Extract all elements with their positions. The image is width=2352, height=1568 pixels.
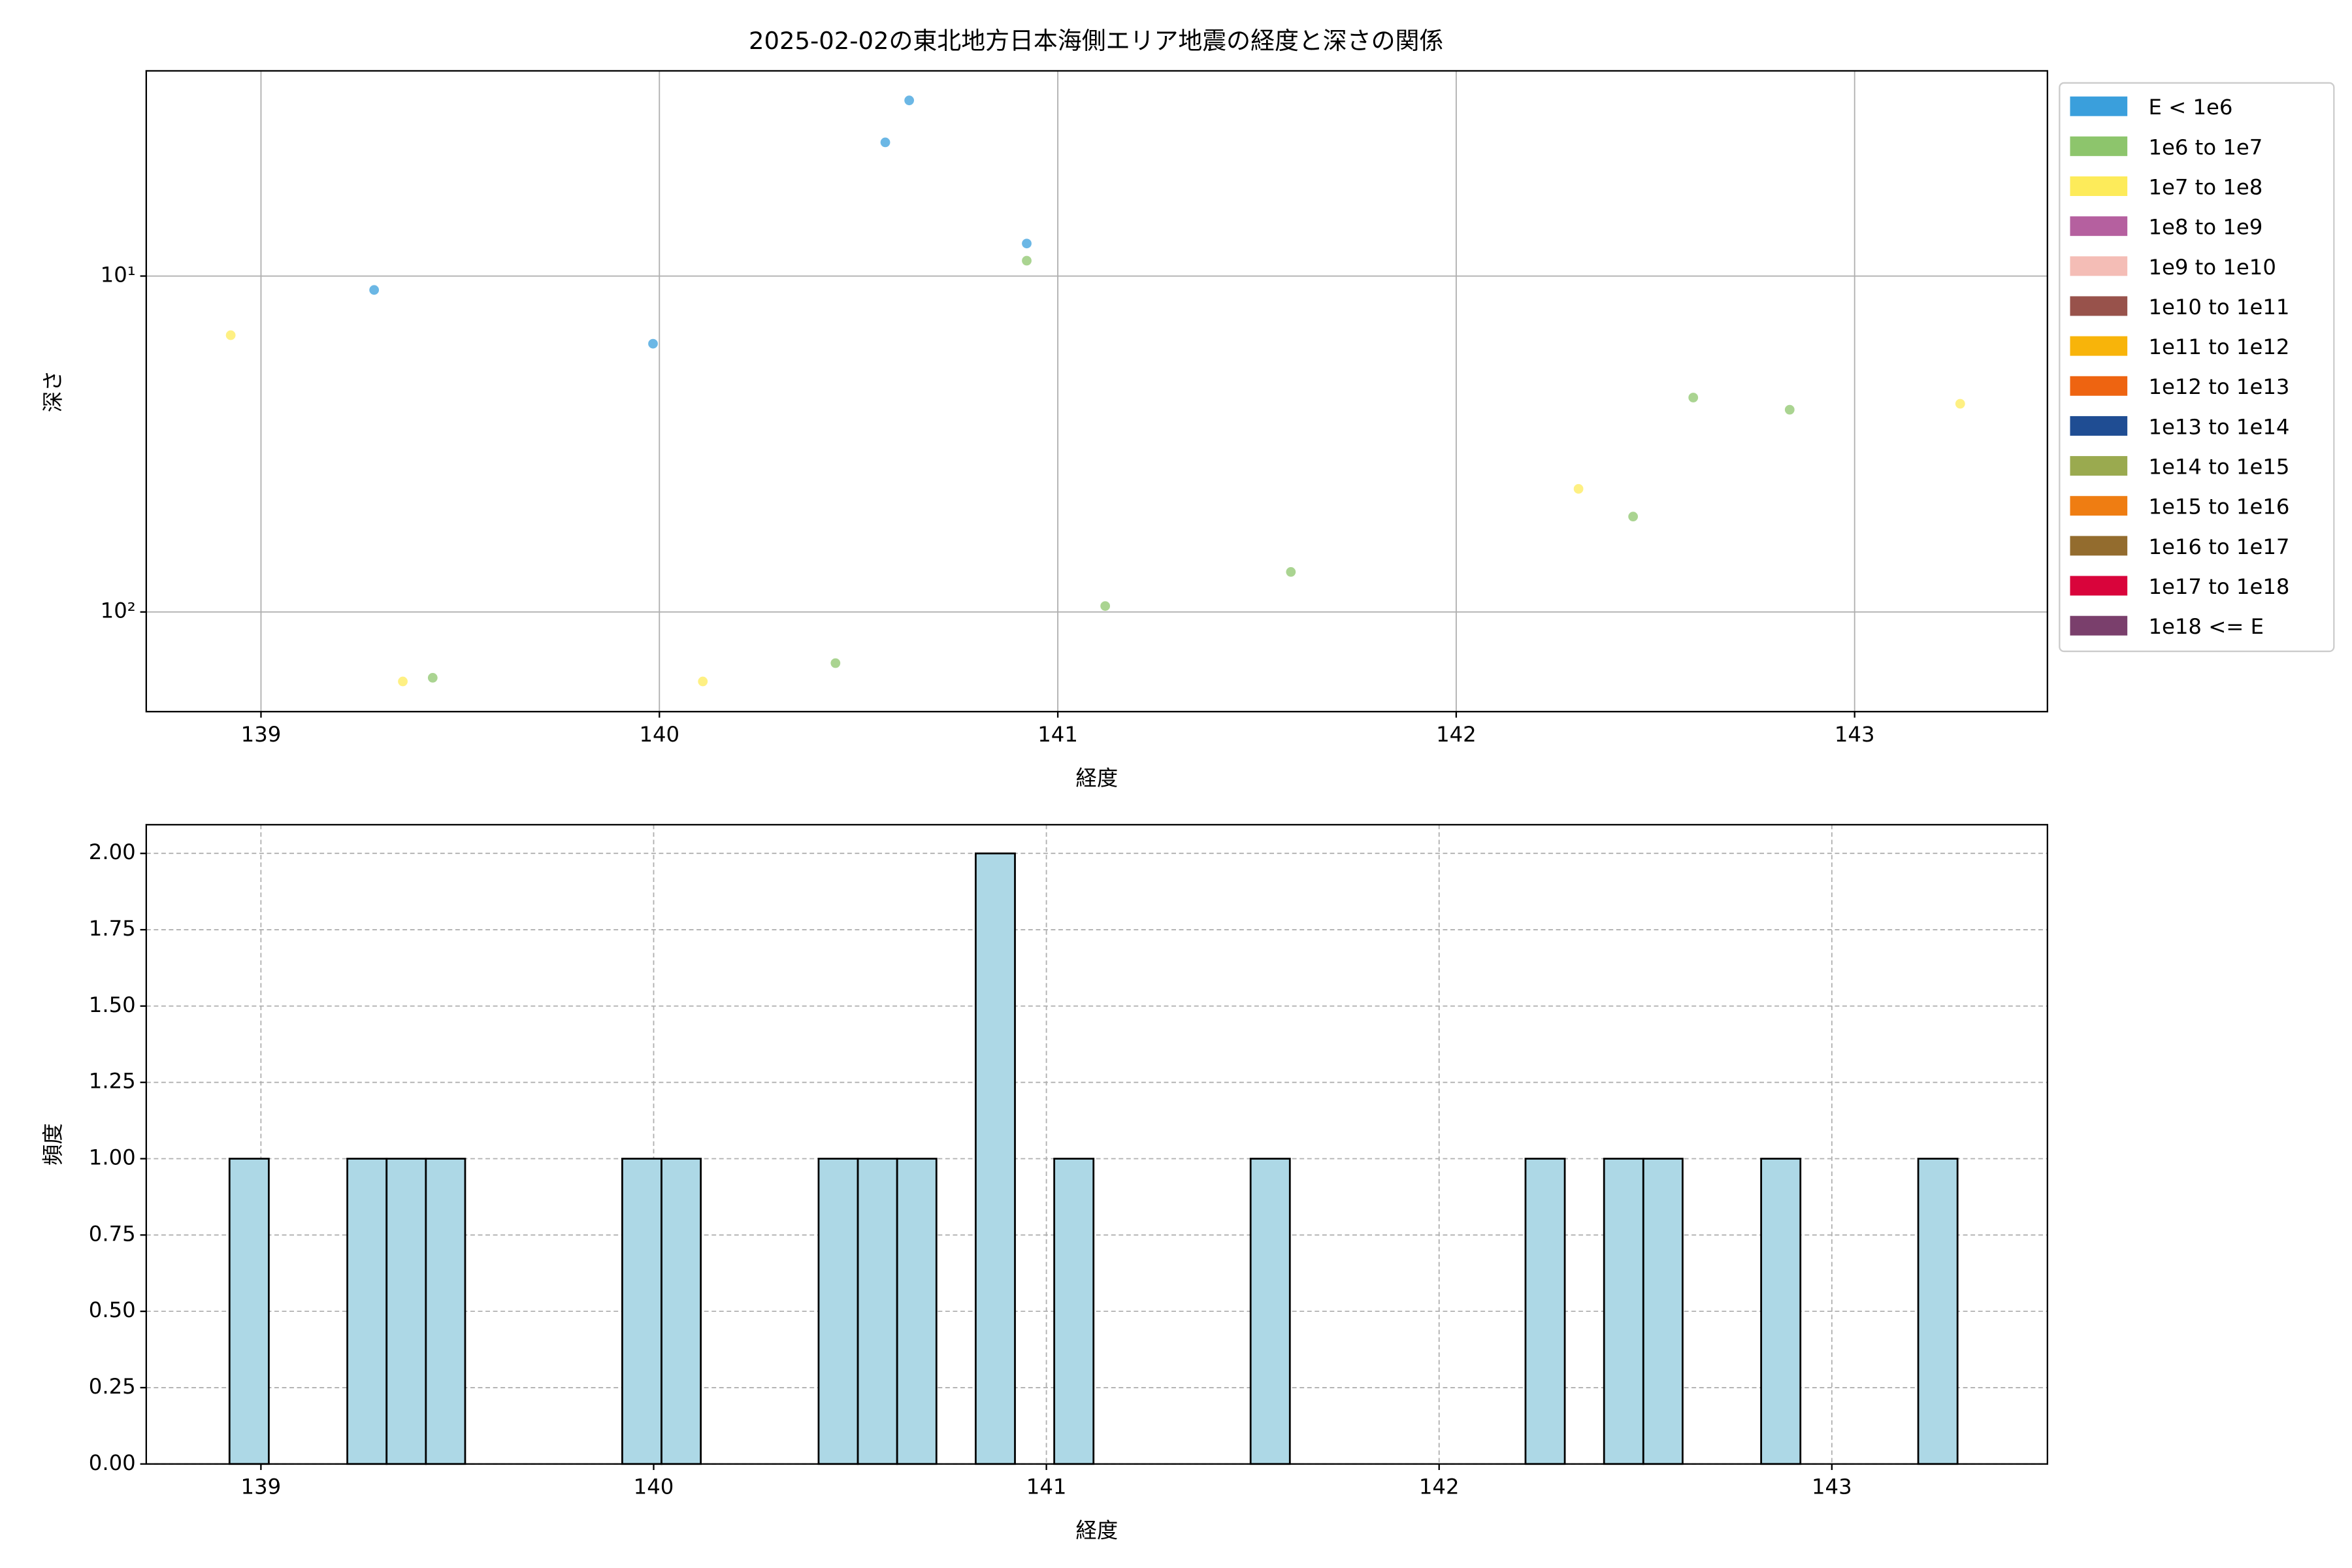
histogram-bar [1642, 1158, 1684, 1465]
scatter-point [648, 338, 658, 349]
legend-swatch [2070, 96, 2128, 116]
histogram-bar [896, 1158, 938, 1465]
histogram-bar [817, 1158, 859, 1465]
scatter-point [1628, 512, 1639, 522]
legend-label: 1e18 <= E [2148, 614, 2264, 639]
x-axis-label: 経度 [1076, 766, 1119, 791]
legend-swatch [2070, 416, 2128, 436]
legend-swatch [2070, 456, 2128, 476]
legend-label: 1e13 to 1e14 [2148, 414, 2289, 439]
y-tick-label: 10¹ [101, 263, 136, 287]
scatter-point [1784, 404, 1795, 415]
legend-box [2059, 82, 2335, 653]
legend-label: 1e11 to 1e12 [2148, 335, 2289, 359]
histogram-bar [1249, 1158, 1291, 1465]
histogram-bar [228, 1158, 270, 1465]
x-tick-label: 142 [1436, 722, 1477, 747]
y-axis-label: 深さ [41, 370, 65, 413]
x-tick-label: 139 [241, 1475, 282, 1499]
scatter-point [398, 676, 408, 687]
scatter-point [1022, 255, 1032, 266]
legend-label: 1e8 to 1e9 [2148, 215, 2262, 240]
legend-label: 1e15 to 1e16 [2148, 495, 2289, 519]
scatter-point [1286, 567, 1296, 577]
y-tick-label: 0.25 [89, 1374, 136, 1399]
scatter-point [698, 676, 708, 687]
legend-label: 1e12 to 1e13 [2148, 374, 2289, 399]
y-tick-label: 1.50 [89, 992, 136, 1017]
scatter-point [225, 330, 236, 340]
x-tick-label: 141 [1026, 1475, 1067, 1499]
legend-label: 1e6 to 1e7 [2148, 135, 2262, 159]
legend-swatch [2070, 576, 2128, 596]
legend-swatch [2070, 216, 2128, 237]
histogram-bar [1917, 1158, 1959, 1465]
y-tick-label: 1.75 [89, 916, 136, 941]
histogram-bar [1053, 1158, 1095, 1465]
x-tick-label: 141 [1037, 722, 1078, 747]
x-tick-label: 143 [1812, 1475, 1852, 1499]
histogram-bar [975, 852, 1016, 1465]
legend-swatch [2070, 296, 2128, 316]
y-tick-label: 0.75 [89, 1221, 136, 1246]
y-tick-label: 2.00 [89, 840, 136, 864]
scatter-point [427, 673, 438, 683]
legend-label: 1e17 to 1e18 [2148, 574, 2289, 599]
legend-swatch [2070, 256, 2128, 276]
histogram-bar [661, 1158, 702, 1465]
legend-label: 1e7 to 1e8 [2148, 174, 2262, 199]
x-tick-label: 140 [639, 722, 679, 747]
histogram-bar [621, 1158, 662, 1465]
histogram-bar [1760, 1158, 1802, 1465]
plot-frame [145, 824, 2048, 1465]
plot-frame [145, 70, 2048, 713]
histogram-bar [1524, 1158, 1566, 1465]
y-tick-label: 1.00 [89, 1145, 136, 1170]
x-tick-label: 140 [634, 1475, 674, 1499]
scatter-point [1955, 399, 1965, 409]
legend-swatch [2070, 496, 2128, 516]
histogram-bar [346, 1158, 388, 1465]
scatter-point [1100, 601, 1111, 611]
scatter-point [369, 285, 380, 295]
legend-swatch [2070, 536, 2128, 556]
chart-title: 2025-02-02の東北地方日本海側エリア地震の経度と深さの関係 [749, 27, 1443, 55]
legend-label: 1e10 to 1e11 [2148, 295, 2289, 319]
histogram-bar [857, 1158, 898, 1465]
legend-swatch [2070, 136, 2128, 156]
scatter-point [880, 137, 890, 148]
legend-swatch [2070, 336, 2128, 356]
y-tick-label: 0.00 [89, 1450, 136, 1475]
histogram-bar [385, 1158, 427, 1465]
y-tick-label: 10² [101, 598, 136, 623]
legend-label: E < 1e6 [2148, 95, 2232, 120]
scatter-point [830, 658, 841, 668]
legend-swatch [2070, 615, 2128, 636]
scatter-point [1022, 238, 1032, 249]
legend-label: 1e9 to 1e10 [2148, 255, 2276, 280]
y-tick-label: 0.50 [89, 1298, 136, 1322]
x-tick-label: 143 [1835, 722, 1875, 747]
legend-label: 1e14 to 1e15 [2148, 455, 2289, 480]
x-tick-label: 139 [241, 722, 282, 747]
legend-swatch [2070, 376, 2128, 396]
y-axis-label: 頻度 [41, 1123, 65, 1166]
scatter-point [1688, 393, 1699, 402]
scatter-point [904, 95, 915, 106]
scatter-point [1573, 483, 1584, 494]
x-tick-label: 142 [1419, 1475, 1460, 1499]
legend-label: 1e16 to 1e17 [2148, 534, 2289, 559]
y-tick-label: 1.25 [89, 1069, 136, 1094]
legend-swatch [2070, 176, 2128, 196]
histogram-bar [1603, 1158, 1644, 1465]
x-axis-label: 経度 [1076, 1518, 1119, 1543]
histogram-bar [425, 1158, 466, 1465]
